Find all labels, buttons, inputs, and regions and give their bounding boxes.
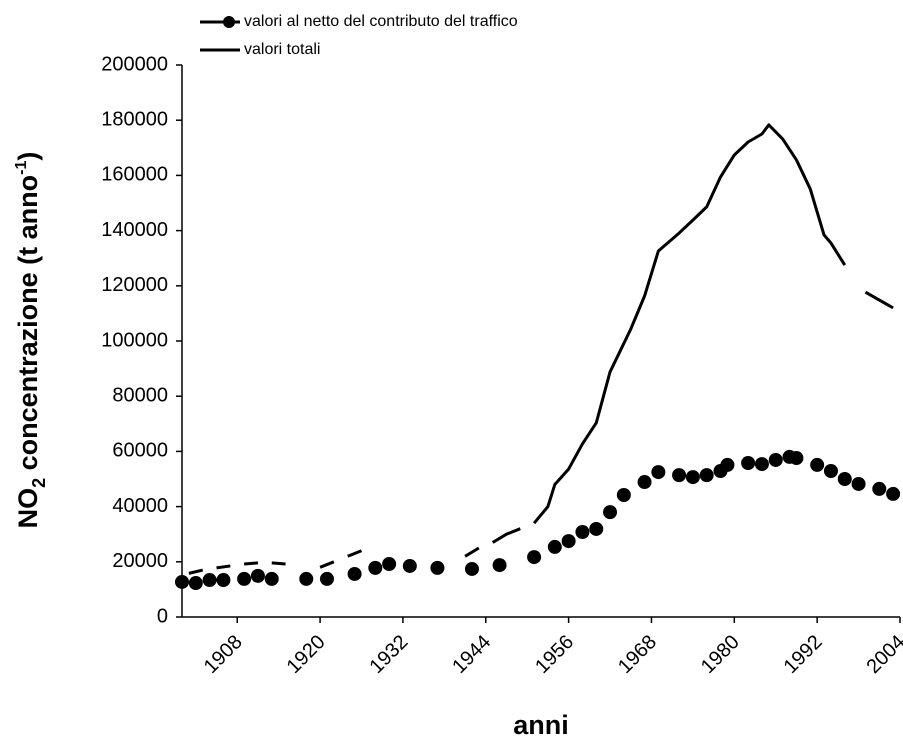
data-point — [672, 468, 687, 483]
data-point — [789, 451, 804, 466]
data-line — [188, 123, 894, 575]
data-point — [699, 468, 714, 483]
data-point — [872, 481, 887, 496]
data-point — [237, 571, 252, 586]
x-tick-label: 1908 — [200, 631, 247, 678]
data-point — [402, 558, 417, 573]
data-point — [188, 576, 203, 591]
y-tick-label: 80000 — [112, 384, 168, 406]
y-tick-label: 120000 — [101, 274, 168, 296]
data-point — [250, 568, 265, 583]
data-point — [637, 475, 652, 490]
data-point — [603, 505, 618, 520]
data-point — [886, 486, 901, 501]
x-tick-label: 1980 — [697, 631, 744, 678]
legend-marker — [223, 16, 235, 28]
data-point — [264, 571, 279, 586]
data-point — [527, 550, 542, 565]
data-point — [741, 455, 756, 470]
data-point — [616, 488, 631, 503]
data-point — [651, 465, 666, 480]
data-point — [547, 539, 562, 554]
y-tick-label: 20000 — [112, 550, 168, 572]
data-point — [851, 476, 866, 491]
y-label-part: 2 — [29, 478, 49, 488]
y-axis-label: NO2 concentrazione (t anno-1) — [13, 152, 49, 529]
data-point — [347, 566, 362, 581]
x-tick-label: 1932 — [365, 631, 412, 678]
data-point — [837, 472, 852, 486]
y-tick-label: 140000 — [101, 219, 168, 241]
data-point — [754, 457, 769, 472]
data-point — [575, 524, 590, 539]
x-tick-label: 1968 — [614, 631, 661, 678]
data-point — [492, 558, 507, 573]
y-tick-label: 200000 — [101, 53, 168, 75]
data-point — [768, 452, 783, 467]
legend-label: valori al netto del contributo del traff… — [244, 13, 518, 30]
y-label-part: NO — [13, 488, 43, 529]
data-point — [589, 521, 604, 536]
x-axis-label: anni — [513, 710, 569, 740]
y-tick-label: 60000 — [112, 440, 168, 462]
y-tick-label: 160000 — [101, 164, 168, 186]
y-label-part: concentrazione (t anno — [13, 175, 43, 478]
y-label-part: -1 — [13, 161, 30, 175]
y-tick-label: 0 — [157, 605, 168, 627]
data-point — [216, 573, 231, 588]
data-point — [464, 561, 479, 576]
y-label-part: ) — [13, 152, 43, 161]
x-tick-label: 1956 — [531, 631, 578, 678]
y-tick-label: 180000 — [101, 108, 168, 130]
legend-label: valori totali — [244, 41, 320, 58]
data-point — [382, 557, 397, 572]
data-point — [299, 571, 314, 586]
data-point — [319, 571, 334, 586]
x-tick-label: 1992 — [780, 631, 827, 678]
data-point — [368, 560, 383, 575]
data-point — [561, 534, 576, 549]
data-point — [175, 574, 189, 589]
data-point — [430, 560, 445, 575]
y-tick-label: 40000 — [112, 495, 168, 517]
x-tick-label: 1920 — [283, 631, 330, 678]
y-tick-label: 100000 — [101, 329, 168, 351]
data-point — [720, 457, 735, 472]
data-point — [823, 463, 838, 478]
x-tick-label: 2004 — [863, 631, 903, 678]
data-point — [685, 470, 700, 485]
data-point — [202, 573, 217, 588]
x-tick-label: 1944 — [448, 631, 495, 678]
data-point — [810, 457, 825, 472]
